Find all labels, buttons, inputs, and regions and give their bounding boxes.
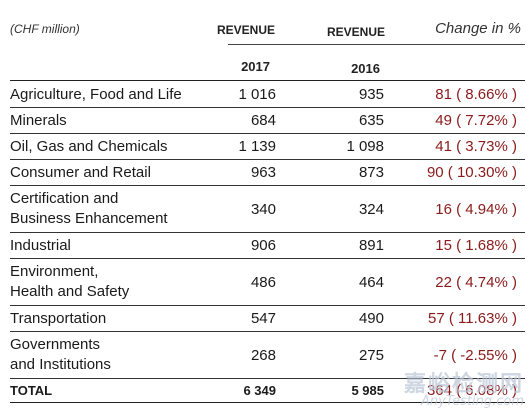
revenue-2016-value: 324 bbox=[358, 200, 384, 218]
total-revenue-2017: 6 349 bbox=[243, 383, 276, 398]
change-value: 81 ( 8.66% ) bbox=[435, 86, 517, 103]
table-row: Agriculture, Food and Life 1 016 935 81 ( 8… bbox=[10, 82, 525, 108]
change-value: 49 ( 7.72% ) bbox=[435, 112, 517, 129]
total-row: TOTAL 6 349 5 985 364 ( 6.08% ) bbox=[10, 379, 525, 403]
segment-name: Oil, Gas and Chemicals bbox=[10, 137, 168, 155]
revenue-2017-value: 906 bbox=[250, 237, 276, 254]
revenue-2017-heading: REVENUE bbox=[216, 23, 275, 37]
revenue-2016-value: 891 bbox=[358, 237, 384, 254]
segment-name: Agriculture, Food and Life bbox=[10, 85, 182, 103]
segment-name: Environment, Health and Safety bbox=[10, 263, 130, 300]
change-value: -7 ( -2.55% ) bbox=[433, 346, 517, 364]
revenue-2017-value: 340 bbox=[250, 200, 276, 218]
revenue-2017-value: 684 bbox=[250, 112, 276, 129]
revenue-2016-heading: REVENUE bbox=[326, 25, 385, 39]
revenue-2016-value: 873 bbox=[358, 164, 384, 181]
table-row: Oil, Gas and Chemicals 1 139 1 098 41 ( 3.7… bbox=[10, 134, 525, 160]
total-change: 364 ( 6.08% ) bbox=[426, 382, 517, 399]
revenue-2016-value: 464 bbox=[358, 273, 384, 291]
header-divider bbox=[228, 44, 525, 45]
year-2016-heading: 2016 bbox=[351, 61, 380, 76]
revenue-2017-value: 486 bbox=[250, 273, 276, 291]
revenue-2016-value: 490 bbox=[358, 310, 384, 327]
revenue-2016-value: 935 bbox=[358, 86, 384, 103]
table-row: Transportation 547 490 57 ( 11.63% ) bbox=[10, 306, 525, 332]
total-revenue-2016: 5 985 bbox=[351, 383, 384, 398]
table-body: Agriculture, Food and Life 1 016 935 81 ( 8… bbox=[10, 82, 525, 379]
segment-name: Consumer and Retail bbox=[10, 163, 151, 181]
table-row: Consumer and Retail 963 873 90 ( 10.30% ) bbox=[10, 160, 525, 186]
revenue-2017-value: 268 bbox=[250, 346, 276, 364]
revenue-2017-value: 1 139 bbox=[238, 138, 276, 155]
change-value: 15 ( 1.68% ) bbox=[435, 237, 517, 254]
revenue-2017-value: 547 bbox=[250, 310, 276, 327]
revenue-2017-value: 1 016 bbox=[238, 86, 276, 103]
revenue-2017-value: 963 bbox=[250, 164, 276, 181]
revenue-2016-value: 275 bbox=[358, 346, 384, 364]
revenue-2016-value: 1 098 bbox=[346, 138, 384, 155]
segment-name: Transportation bbox=[10, 309, 107, 327]
total-label: TOTAL bbox=[10, 382, 53, 398]
change-value: 16 ( 4.94% ) bbox=[435, 200, 517, 218]
table-row: Minerals 684 635 49 ( 7.72% ) bbox=[10, 108, 525, 134]
change-value: 90 ( 10.30% ) bbox=[426, 164, 517, 181]
table-row: Environment, Health and Safety 486 464 22 (… bbox=[10, 259, 525, 306]
year-2017-heading: 2017 bbox=[241, 59, 270, 74]
change-value: 22 ( 4.74% ) bbox=[435, 273, 517, 291]
table-row: Industrial 906 891 15 ( 1.68% ) bbox=[10, 233, 525, 259]
table-header: (CHF million) REVENUE REVENUE Change in … bbox=[10, 14, 525, 81]
segment-name: Minerals bbox=[10, 111, 67, 129]
revenue-2016-value: 635 bbox=[358, 112, 384, 129]
segment-name: Certification and Business Enhancement bbox=[10, 190, 168, 227]
table-row: Certification and Business Enhancement 34… bbox=[10, 186, 525, 233]
header-bottom-rule bbox=[10, 80, 525, 81]
change-value: 57 ( 11.63% ) bbox=[428, 310, 517, 327]
change-heading: Change in % bbox=[435, 20, 521, 37]
segment-name: Industrial bbox=[10, 236, 71, 254]
revenue-table: (CHF million) REVENUE REVENUE Change in … bbox=[10, 14, 525, 403]
change-value: 41 ( 3.73% ) bbox=[435, 138, 517, 155]
unit-label: (CHF million) bbox=[10, 22, 80, 36]
segment-name: Governments and Institutions bbox=[10, 336, 111, 373]
table-row: Governments and Institutions 268 275 -7 ( -… bbox=[10, 332, 525, 379]
